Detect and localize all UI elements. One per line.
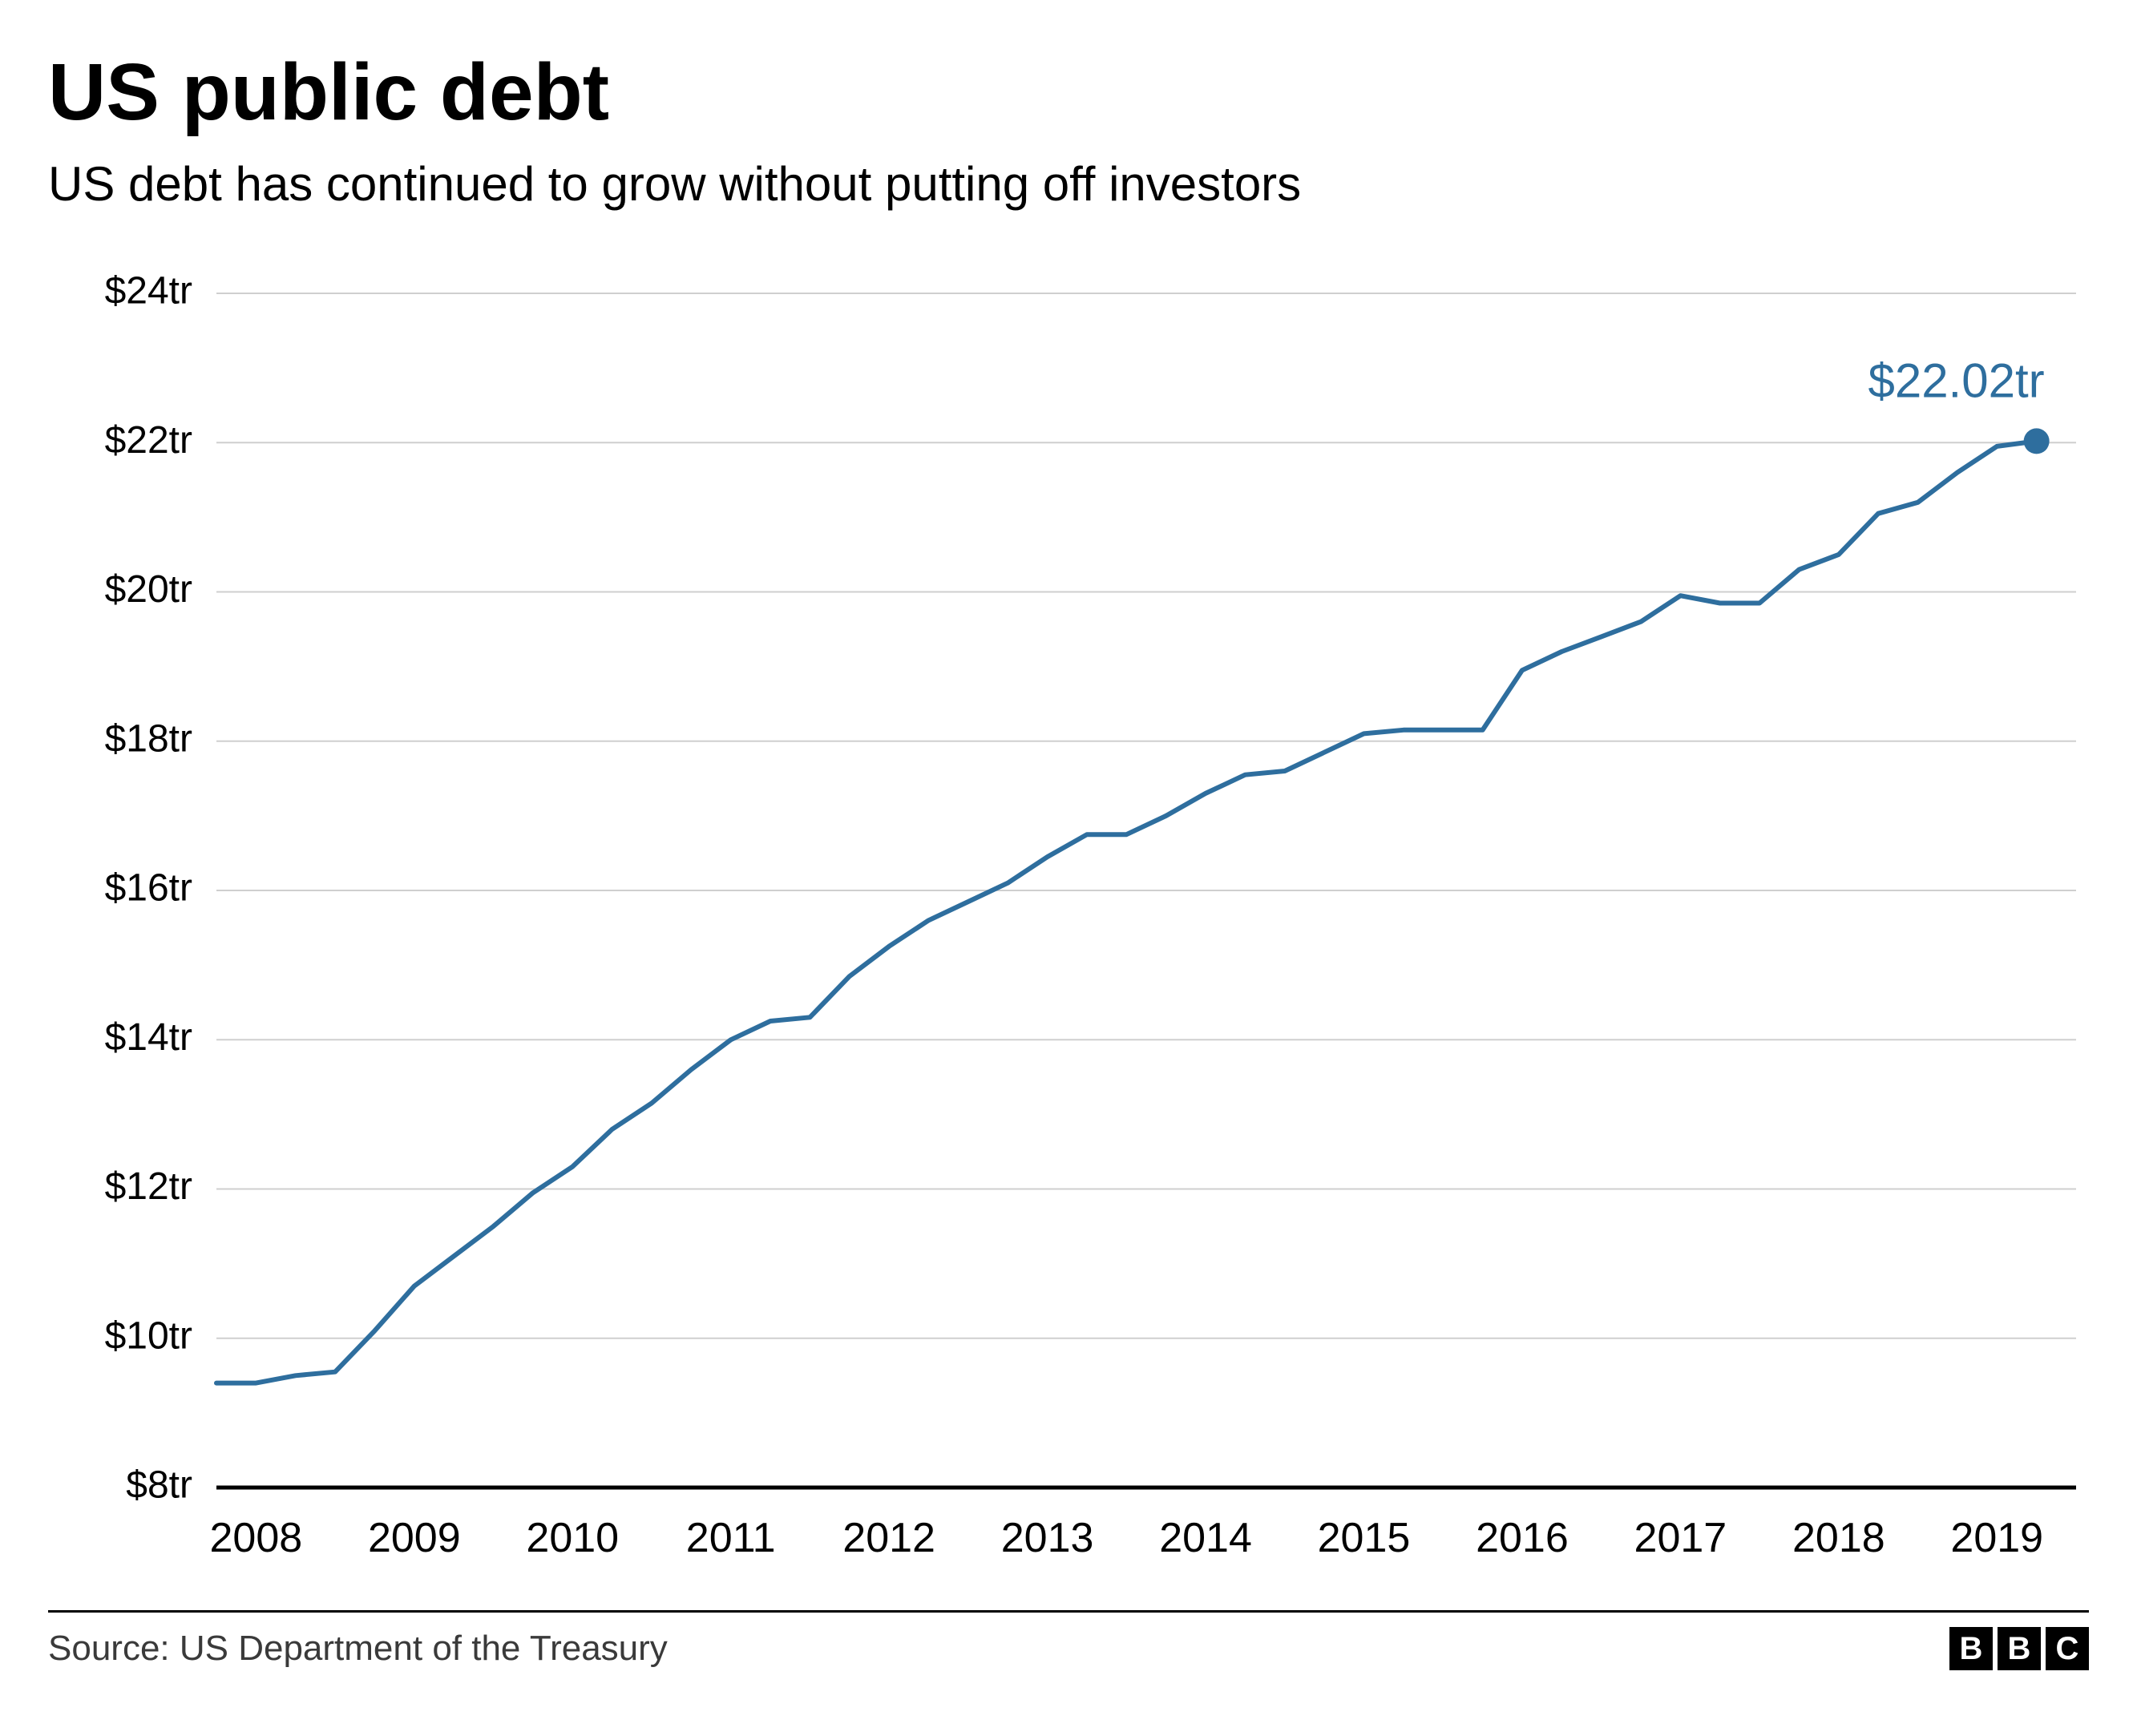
footer-divider [48,1610,2089,1613]
y-tick-label: $20tr [105,568,192,611]
data-line [216,441,2037,1383]
x-tick-label: 2018 [1792,1515,1885,1561]
x-tick-label: 2008 [210,1515,303,1561]
x-tick-label: 2013 [1001,1515,1094,1561]
x-tick-label: 2019 [1950,1515,2043,1561]
chart-container: US public debt US debt has continued to … [0,0,2137,1736]
bbc-logo-box: B [1949,1627,1993,1670]
chart-title: US public debt [48,48,2089,136]
y-tick-label: $12tr [105,1165,192,1208]
x-tick-label: 2011 [686,1515,776,1561]
bbc-logo-box: C [2046,1627,2089,1670]
y-tick-label: $14tr [105,1016,192,1059]
x-tick-label: 2016 [1476,1515,1569,1561]
y-tick-label: $10tr [105,1314,192,1357]
x-tick-label: 2009 [368,1515,461,1561]
x-tick-label: 2014 [1159,1515,1252,1561]
y-tick-label: $24tr [105,270,192,313]
line-chart-svg: $8tr $10tr $12tr $14tr $16tr $18tr $20tr $22tr $… [48,261,2089,1584]
x-tick-label: 2012 [842,1515,935,1561]
source-text: Source: US Department of the Treasury [48,1629,668,1669]
bbc-logo: BBC [1949,1627,2089,1670]
end-marker [2024,428,2050,454]
y-tick-label: $18tr [105,717,192,760]
x-tick-label: 2017 [1634,1515,1727,1561]
end-value-label: $22.02tr [1868,353,2044,407]
bbc-logo-box: B [1998,1627,2041,1670]
y-tick-label: $22tr [105,419,192,462]
x-tick-label: 2010 [526,1515,619,1561]
y-tick-label: $8tr [126,1464,192,1507]
x-tick-label: 2015 [1318,1515,1411,1561]
y-tick-label: $16tr [105,867,192,910]
chart-plot-area: $8tr $10tr $12tr $14tr $16tr $18tr $20tr $22tr $… [48,261,2089,1588]
chart-subtitle: US debt has continued to grow without pu… [48,155,2089,213]
chart-footer: Source: US Department of the Treasury BB… [48,1627,2089,1670]
